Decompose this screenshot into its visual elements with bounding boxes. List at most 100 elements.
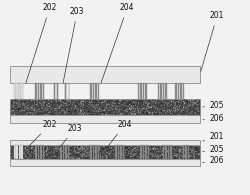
Point	[185, 104, 189, 107]
Point	[191, 110, 195, 113]
Point	[71, 103, 75, 106]
Point	[119, 98, 123, 102]
Point	[155, 112, 159, 115]
Point	[144, 156, 148, 159]
Point	[43, 104, 47, 107]
Point	[188, 104, 192, 107]
Point	[88, 149, 92, 152]
Point	[40, 145, 44, 149]
Point	[21, 145, 25, 148]
Point	[126, 103, 130, 106]
Point	[134, 157, 138, 160]
Point	[26, 151, 30, 154]
Point	[188, 111, 192, 114]
Point	[144, 109, 148, 112]
Point	[127, 106, 131, 109]
Point	[58, 146, 62, 149]
Point	[66, 155, 70, 158]
Point	[48, 111, 52, 114]
Point	[164, 109, 168, 112]
Point	[102, 113, 105, 116]
Point	[84, 108, 88, 111]
Point	[132, 98, 136, 102]
Point	[107, 148, 111, 151]
Point	[61, 148, 65, 151]
Point	[74, 156, 78, 159]
Point	[12, 148, 16, 152]
Point	[136, 109, 140, 112]
Point	[159, 101, 163, 104]
Point	[65, 104, 69, 107]
Point	[80, 144, 84, 148]
Point	[136, 154, 140, 157]
Point	[172, 104, 176, 107]
Point	[186, 109, 190, 112]
Point	[140, 100, 144, 103]
Point	[168, 152, 172, 155]
Point	[79, 103, 83, 106]
Bar	[142, 145, 144, 159]
Point	[160, 110, 164, 113]
Point	[116, 109, 120, 112]
Point	[174, 109, 178, 112]
Point	[128, 153, 132, 156]
Point	[177, 151, 181, 154]
Point	[45, 147, 49, 150]
Point	[106, 112, 110, 115]
Point	[150, 144, 154, 147]
Point	[45, 146, 49, 150]
Point	[78, 111, 82, 114]
Point	[154, 111, 158, 114]
Point	[183, 102, 187, 105]
Point	[63, 108, 67, 111]
Point	[162, 148, 166, 151]
Point	[88, 104, 92, 107]
Point	[42, 109, 46, 112]
Point	[117, 154, 121, 157]
Point	[88, 113, 92, 116]
Point	[69, 104, 73, 107]
Point	[114, 149, 117, 152]
Point	[60, 108, 64, 111]
Point	[186, 155, 190, 158]
Point	[112, 101, 116, 104]
Point	[190, 99, 194, 102]
Point	[180, 110, 184, 113]
Point	[158, 147, 162, 151]
Point	[174, 108, 178, 112]
Point	[30, 109, 34, 112]
Point	[98, 105, 102, 108]
Point	[192, 103, 196, 106]
Point	[76, 157, 80, 160]
Point	[162, 104, 166, 107]
Point	[118, 112, 122, 115]
Point	[44, 152, 48, 155]
Point	[147, 102, 151, 105]
Point	[138, 151, 142, 154]
Bar	[16, 83, 18, 99]
Point	[106, 99, 110, 102]
Point	[73, 149, 77, 152]
Point	[122, 153, 126, 157]
Point	[72, 146, 76, 149]
Point	[176, 151, 180, 154]
Point	[79, 110, 83, 113]
Point	[128, 150, 132, 153]
Point	[165, 150, 169, 153]
Point	[192, 146, 196, 149]
Point	[22, 99, 26, 102]
Point	[177, 154, 181, 157]
Point	[25, 152, 29, 155]
Point	[87, 112, 91, 115]
Point	[43, 148, 47, 151]
Point	[66, 99, 70, 103]
Point	[141, 145, 145, 148]
Point	[50, 111, 54, 114]
Point	[168, 146, 172, 149]
Point	[57, 151, 61, 154]
Point	[106, 105, 110, 109]
Point	[147, 111, 151, 114]
Point	[192, 101, 196, 104]
Point	[150, 147, 154, 150]
Point	[176, 149, 180, 152]
